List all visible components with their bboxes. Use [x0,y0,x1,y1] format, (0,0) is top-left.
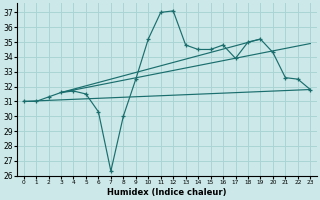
X-axis label: Humidex (Indice chaleur): Humidex (Indice chaleur) [107,188,227,197]
